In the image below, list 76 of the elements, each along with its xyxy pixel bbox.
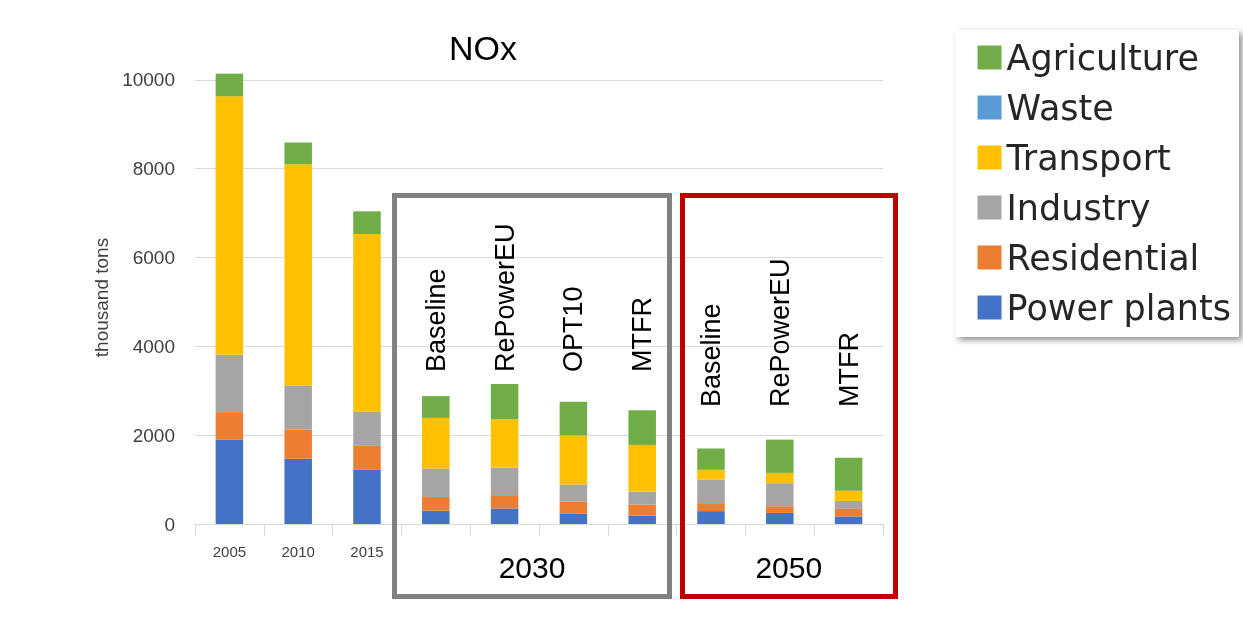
legend-label: Agriculture xyxy=(1006,37,1200,78)
bar xyxy=(697,511,725,524)
x-tick-label: 2015 xyxy=(350,543,384,560)
bar xyxy=(697,448,725,470)
bar xyxy=(490,384,519,420)
bar xyxy=(834,500,863,509)
x-tick-label: RePowerEU xyxy=(764,258,795,407)
chart-title: NOx xyxy=(449,29,517,67)
bar xyxy=(697,469,725,480)
bar xyxy=(490,467,519,496)
legend-label: Industry xyxy=(1006,187,1151,228)
bar xyxy=(559,401,588,436)
x-tick-label: MTFR xyxy=(833,332,864,407)
legend-label: Waste xyxy=(1006,87,1114,128)
bar xyxy=(490,508,519,524)
bar xyxy=(284,458,312,524)
bar xyxy=(490,495,519,509)
bar xyxy=(422,510,450,524)
bar xyxy=(559,513,588,524)
y-tick-label: 10000 xyxy=(122,69,175,91)
text: 2030 xyxy=(498,550,566,584)
bar xyxy=(353,233,381,412)
bar xyxy=(353,469,381,524)
bar xyxy=(284,429,312,459)
x-tick-label: MTFR xyxy=(627,297,658,372)
bar xyxy=(422,417,450,469)
bar xyxy=(215,412,244,440)
bar xyxy=(559,435,588,485)
bar xyxy=(766,483,794,507)
bar xyxy=(766,472,794,484)
bar xyxy=(628,444,656,492)
y-tick-label: 4000 xyxy=(132,335,175,357)
bar xyxy=(628,515,656,524)
bar xyxy=(422,396,450,418)
legend-label: Power plants xyxy=(1006,287,1232,328)
y-tick-label: 6000 xyxy=(132,247,175,269)
bar xyxy=(490,419,519,468)
legend-label: Transport xyxy=(1005,137,1171,178)
bar xyxy=(284,164,312,386)
bar xyxy=(766,506,794,513)
bar xyxy=(215,439,244,524)
text: 2050 xyxy=(755,550,823,584)
bar xyxy=(353,211,381,234)
bar xyxy=(559,501,588,514)
bar xyxy=(697,503,725,512)
legend-label: Residential xyxy=(1006,237,1200,278)
y-axis-title: thousand tons xyxy=(91,237,113,358)
bar xyxy=(628,504,656,516)
bar xyxy=(215,96,244,355)
x-tick-label: 2005 xyxy=(212,543,247,560)
bar xyxy=(834,508,863,517)
bar xyxy=(422,468,450,497)
y-tick-label: 2000 xyxy=(132,424,175,446)
x-tick-label: 2010 xyxy=(281,543,315,560)
x-tick-label: Baseline xyxy=(420,268,451,372)
bar xyxy=(284,385,312,430)
x-tick-label: RePowerEU xyxy=(489,223,520,372)
bar xyxy=(834,457,863,491)
bar xyxy=(284,142,312,165)
y-tick-label: 0 xyxy=(164,513,175,535)
bar xyxy=(353,445,381,470)
bar xyxy=(834,490,863,501)
bar xyxy=(628,410,656,445)
bar xyxy=(766,439,794,473)
bar xyxy=(834,516,863,524)
x-tick-label: OPT10 xyxy=(558,286,589,372)
bar xyxy=(697,479,725,504)
y-tick-label: 8000 xyxy=(132,158,175,180)
bar xyxy=(559,484,588,502)
bar xyxy=(766,512,794,524)
bar xyxy=(215,354,244,413)
bar xyxy=(422,496,450,511)
x-tick-label: Baseline xyxy=(696,303,726,407)
bar xyxy=(628,491,656,505)
bar xyxy=(353,411,381,446)
bar xyxy=(215,73,244,97)
